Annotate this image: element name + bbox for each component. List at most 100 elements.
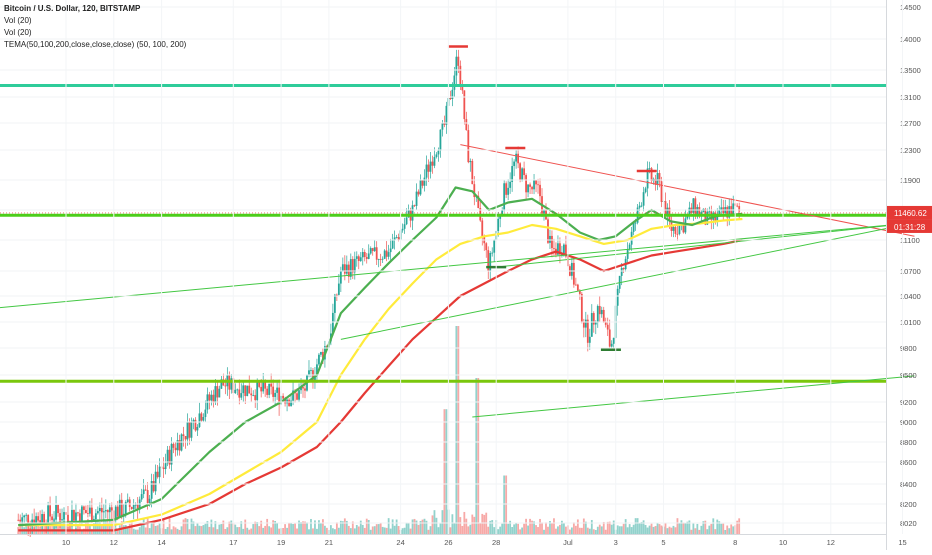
candle-body — [640, 205, 643, 207]
candle-body — [435, 154, 438, 157]
candle-body — [128, 499, 131, 507]
candle-body — [716, 213, 719, 221]
volume-bar — [188, 529, 191, 534]
candle-body — [176, 440, 179, 451]
volume-bar — [172, 526, 175, 534]
candle-body — [515, 153, 518, 162]
volume-bar — [487, 526, 490, 534]
volume-bar — [347, 525, 350, 534]
candle-body — [114, 506, 117, 521]
volume-bar — [574, 525, 577, 534]
candle-body — [300, 387, 302, 391]
volume-bar — [282, 528, 284, 534]
tema-indicator[interactable]: TEMA(50,100,200,close,close,close) (50, … — [4, 40, 187, 49]
candle-body — [71, 509, 73, 525]
candle-body — [21, 517, 24, 521]
candle-body — [559, 243, 561, 255]
candle-body — [580, 293, 583, 322]
volume-bar — [630, 527, 633, 534]
volume-bar — [359, 520, 362, 534]
y-tick-label: 13100 — [900, 93, 921, 102]
volume-bar — [367, 520, 370, 534]
x-tick-label: 12 — [110, 538, 118, 547]
volume-bar — [210, 519, 213, 534]
volume-bar — [337, 527, 340, 534]
candle-body — [320, 351, 322, 355]
volume-bar — [557, 526, 559, 534]
candle-body — [51, 516, 53, 521]
volume-bar — [351, 521, 354, 534]
volume-bar — [288, 522, 290, 534]
volume-bar — [431, 515, 434, 534]
volume-bar — [310, 518, 312, 534]
volume-bar — [541, 522, 543, 534]
candle-body — [385, 250, 388, 257]
candle-body — [254, 395, 257, 401]
volume-bar — [306, 522, 308, 534]
volume-bar — [736, 520, 739, 534]
volume-bar — [598, 524, 601, 534]
candle-body — [493, 240, 496, 253]
vol-indicator-2[interactable]: Vol (20) — [4, 28, 32, 37]
candle-body — [427, 164, 430, 172]
candle-body — [401, 228, 404, 231]
candle-body — [262, 382, 265, 392]
volume-bar — [563, 523, 565, 534]
candle-body — [172, 443, 175, 448]
volume-bar — [680, 520, 683, 534]
candle-body — [318, 354, 320, 365]
vol-indicator-1[interactable]: Vol (20) — [4, 16, 32, 25]
volume-bar — [698, 529, 701, 534]
volume-bar — [555, 528, 557, 534]
candle-body — [220, 379, 223, 389]
volume-bar — [150, 521, 153, 534]
volume-bar — [451, 514, 454, 534]
candle-body — [513, 161, 516, 167]
y-tick-label: 9200 — [900, 398, 917, 407]
candle-body — [126, 499, 129, 503]
candle-body — [688, 207, 691, 215]
volume-bar — [547, 526, 549, 534]
candle-body — [381, 258, 384, 260]
candle-body — [98, 507, 101, 512]
volume-bar — [616, 525, 619, 534]
volume-bar — [712, 518, 715, 534]
volume-bar — [104, 520, 107, 534]
candle-body — [298, 390, 300, 400]
volume-bar — [586, 527, 589, 534]
candle-body — [730, 206, 733, 216]
candle-body — [501, 210, 504, 216]
volume-bar — [505, 475, 508, 534]
volume-bar — [87, 518, 89, 534]
volume-bar — [523, 523, 525, 534]
volume-bar — [551, 523, 553, 534]
candle-body — [53, 519, 55, 521]
candle-body — [194, 419, 197, 431]
candle-body — [437, 150, 440, 155]
volume-bar — [644, 524, 647, 534]
x-tick-label: 10 — [779, 538, 787, 547]
candle-body — [441, 123, 444, 130]
candle-body — [539, 184, 541, 197]
candle-body — [590, 313, 593, 337]
volume-bar — [531, 520, 533, 534]
volume-bar — [55, 522, 57, 534]
volume-bar — [333, 529, 336, 534]
candle-body — [270, 383, 273, 387]
candle-body — [224, 385, 227, 387]
volume-bar — [234, 524, 237, 534]
volume-bar — [696, 523, 699, 534]
candle-body — [565, 244, 567, 257]
candle-body — [87, 513, 89, 514]
y-tick-label: 14500 — [900, 3, 921, 12]
volume-bar — [262, 527, 265, 534]
volume-bar — [682, 522, 685, 534]
candle-body — [612, 337, 615, 344]
volume-bar — [728, 528, 731, 534]
volume-bar — [636, 518, 639, 534]
candle-body — [616, 288, 619, 306]
candle-body — [17, 519, 20, 521]
candle-body — [720, 207, 723, 210]
